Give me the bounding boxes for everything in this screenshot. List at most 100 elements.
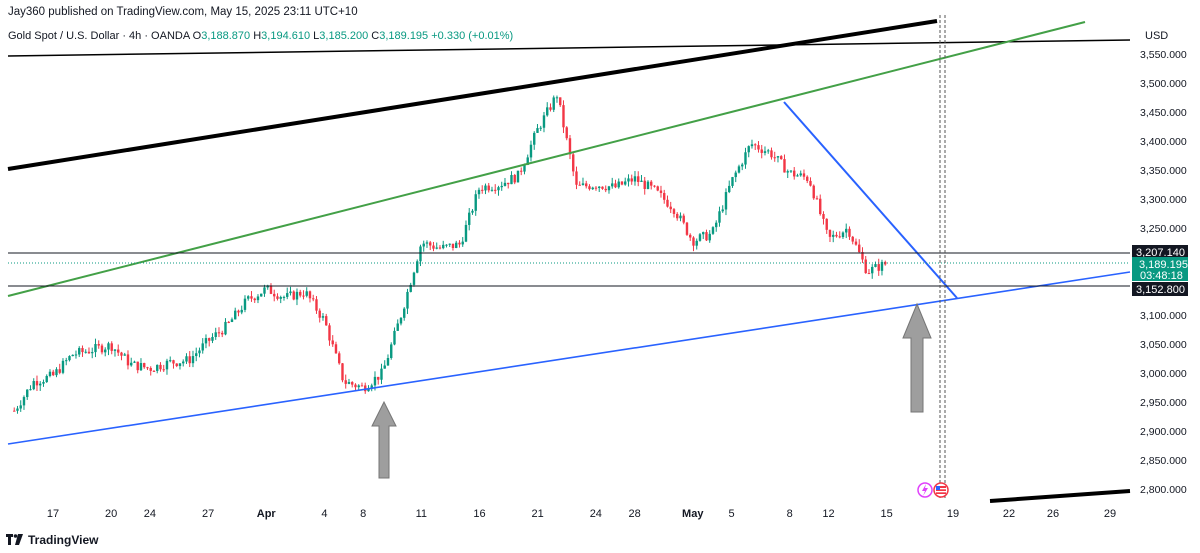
candle-body <box>422 243 425 247</box>
symbol-name[interactable]: Gold Spot / U.S. Dollar · 4h · OANDA <box>8 30 190 42</box>
candle-body <box>880 261 884 271</box>
flag-stripe <box>936 491 946 493</box>
candle-body <box>325 316 328 326</box>
candle-body <box>133 361 136 363</box>
candle-body <box>273 293 276 297</box>
arrow-up-left <box>371 400 397 479</box>
candle-body <box>383 365 386 369</box>
tradingview-brand[interactable]: TradingView <box>6 533 98 547</box>
support-tag-text: 3,152.800 <box>1136 284 1185 296</box>
candle-body <box>812 185 815 199</box>
candle-body <box>562 105 565 128</box>
currency-label[interactable]: USD <box>1145 30 1169 42</box>
candle-body <box>685 222 689 235</box>
candle-body <box>35 381 39 386</box>
candle-body <box>429 242 432 246</box>
candle-body <box>58 369 61 373</box>
candle-body <box>269 285 273 294</box>
candle-body <box>588 186 591 190</box>
candle-body <box>711 227 715 234</box>
candle-body <box>789 170 793 172</box>
candle-body <box>656 186 659 191</box>
candle-body <box>819 198 822 215</box>
candle-body <box>237 310 240 313</box>
candle-body <box>61 360 65 373</box>
arrow-up-icon <box>371 400 397 479</box>
candle-body <box>698 234 702 241</box>
candle-body <box>182 361 185 364</box>
candle-body <box>741 164 744 167</box>
candle-body <box>347 382 351 384</box>
candle-body <box>445 244 448 246</box>
candle-body <box>604 188 607 191</box>
flag-stripes <box>936 486 946 494</box>
candle-body <box>487 185 490 191</box>
candle-body <box>305 291 308 296</box>
candle-body <box>832 234 835 237</box>
candle-body <box>185 356 188 362</box>
candle-body <box>13 410 16 412</box>
candle-body <box>409 284 412 292</box>
candle-body <box>682 215 685 223</box>
candle-body <box>175 363 178 367</box>
time-tick-label: Apr <box>257 508 277 520</box>
symbol-info-bar: Gold Spot / U.S. Dollar · 4h · OANDA O3,… <box>8 30 513 42</box>
candle-body <box>799 173 802 176</box>
time-tick-label: 8 <box>787 508 793 520</box>
candle-body <box>637 176 640 182</box>
time-tick-label: 26 <box>1047 508 1059 520</box>
arrow-up-right <box>902 302 932 413</box>
candle-body <box>188 356 191 364</box>
candle-body <box>169 360 172 362</box>
candle-body <box>19 405 22 409</box>
candle-body <box>247 296 250 299</box>
low-value: 3,185.200 <box>319 30 369 42</box>
candle-body <box>773 157 776 159</box>
price-tick-label: 2,900.000 <box>1140 426 1187 438</box>
flag-canton <box>936 486 940 490</box>
candle-body <box>757 145 760 150</box>
candle-body <box>676 213 679 219</box>
price-tick-label: 3,050.000 <box>1140 339 1187 351</box>
current-price-tag <box>1132 257 1188 281</box>
candle-body <box>728 185 731 193</box>
candle-body <box>159 364 162 370</box>
candle-body <box>97 344 100 346</box>
candle-body <box>747 146 750 153</box>
candle-body <box>45 375 48 382</box>
event-icons[interactable] <box>917 482 949 498</box>
candle-body <box>500 185 503 188</box>
low-label: L <box>313 30 320 42</box>
candle-body <box>695 240 698 246</box>
candle-body <box>585 183 588 187</box>
price-tick-label: 3,550.000 <box>1140 49 1187 61</box>
time-tick-label: 20 <box>105 508 117 520</box>
candle-body <box>328 325 331 341</box>
blue-support-line <box>7 271 1131 445</box>
candle-body <box>260 293 263 297</box>
candle-body <box>822 214 825 219</box>
candle-body <box>191 356 195 364</box>
candle-body <box>737 166 741 173</box>
candle-body <box>552 97 555 110</box>
candle-body <box>276 296 279 299</box>
candle-body <box>731 177 734 186</box>
candle-body <box>565 127 568 139</box>
candle-body <box>26 389 29 398</box>
candle-body <box>253 298 256 301</box>
candle-body <box>815 198 819 200</box>
candle-body <box>377 376 380 380</box>
candle-body <box>490 189 494 191</box>
candle-body <box>81 348 84 353</box>
candle-body <box>321 316 325 318</box>
high-label: H <box>253 30 262 42</box>
candle-body <box>633 176 637 182</box>
time-tick-label: 15 <box>880 508 892 520</box>
candle-body <box>718 211 721 223</box>
candle-body <box>344 380 347 384</box>
candle-body <box>721 209 724 212</box>
candle-body <box>659 190 663 193</box>
candle-body <box>357 385 360 388</box>
lightning-glyph <box>922 484 928 496</box>
